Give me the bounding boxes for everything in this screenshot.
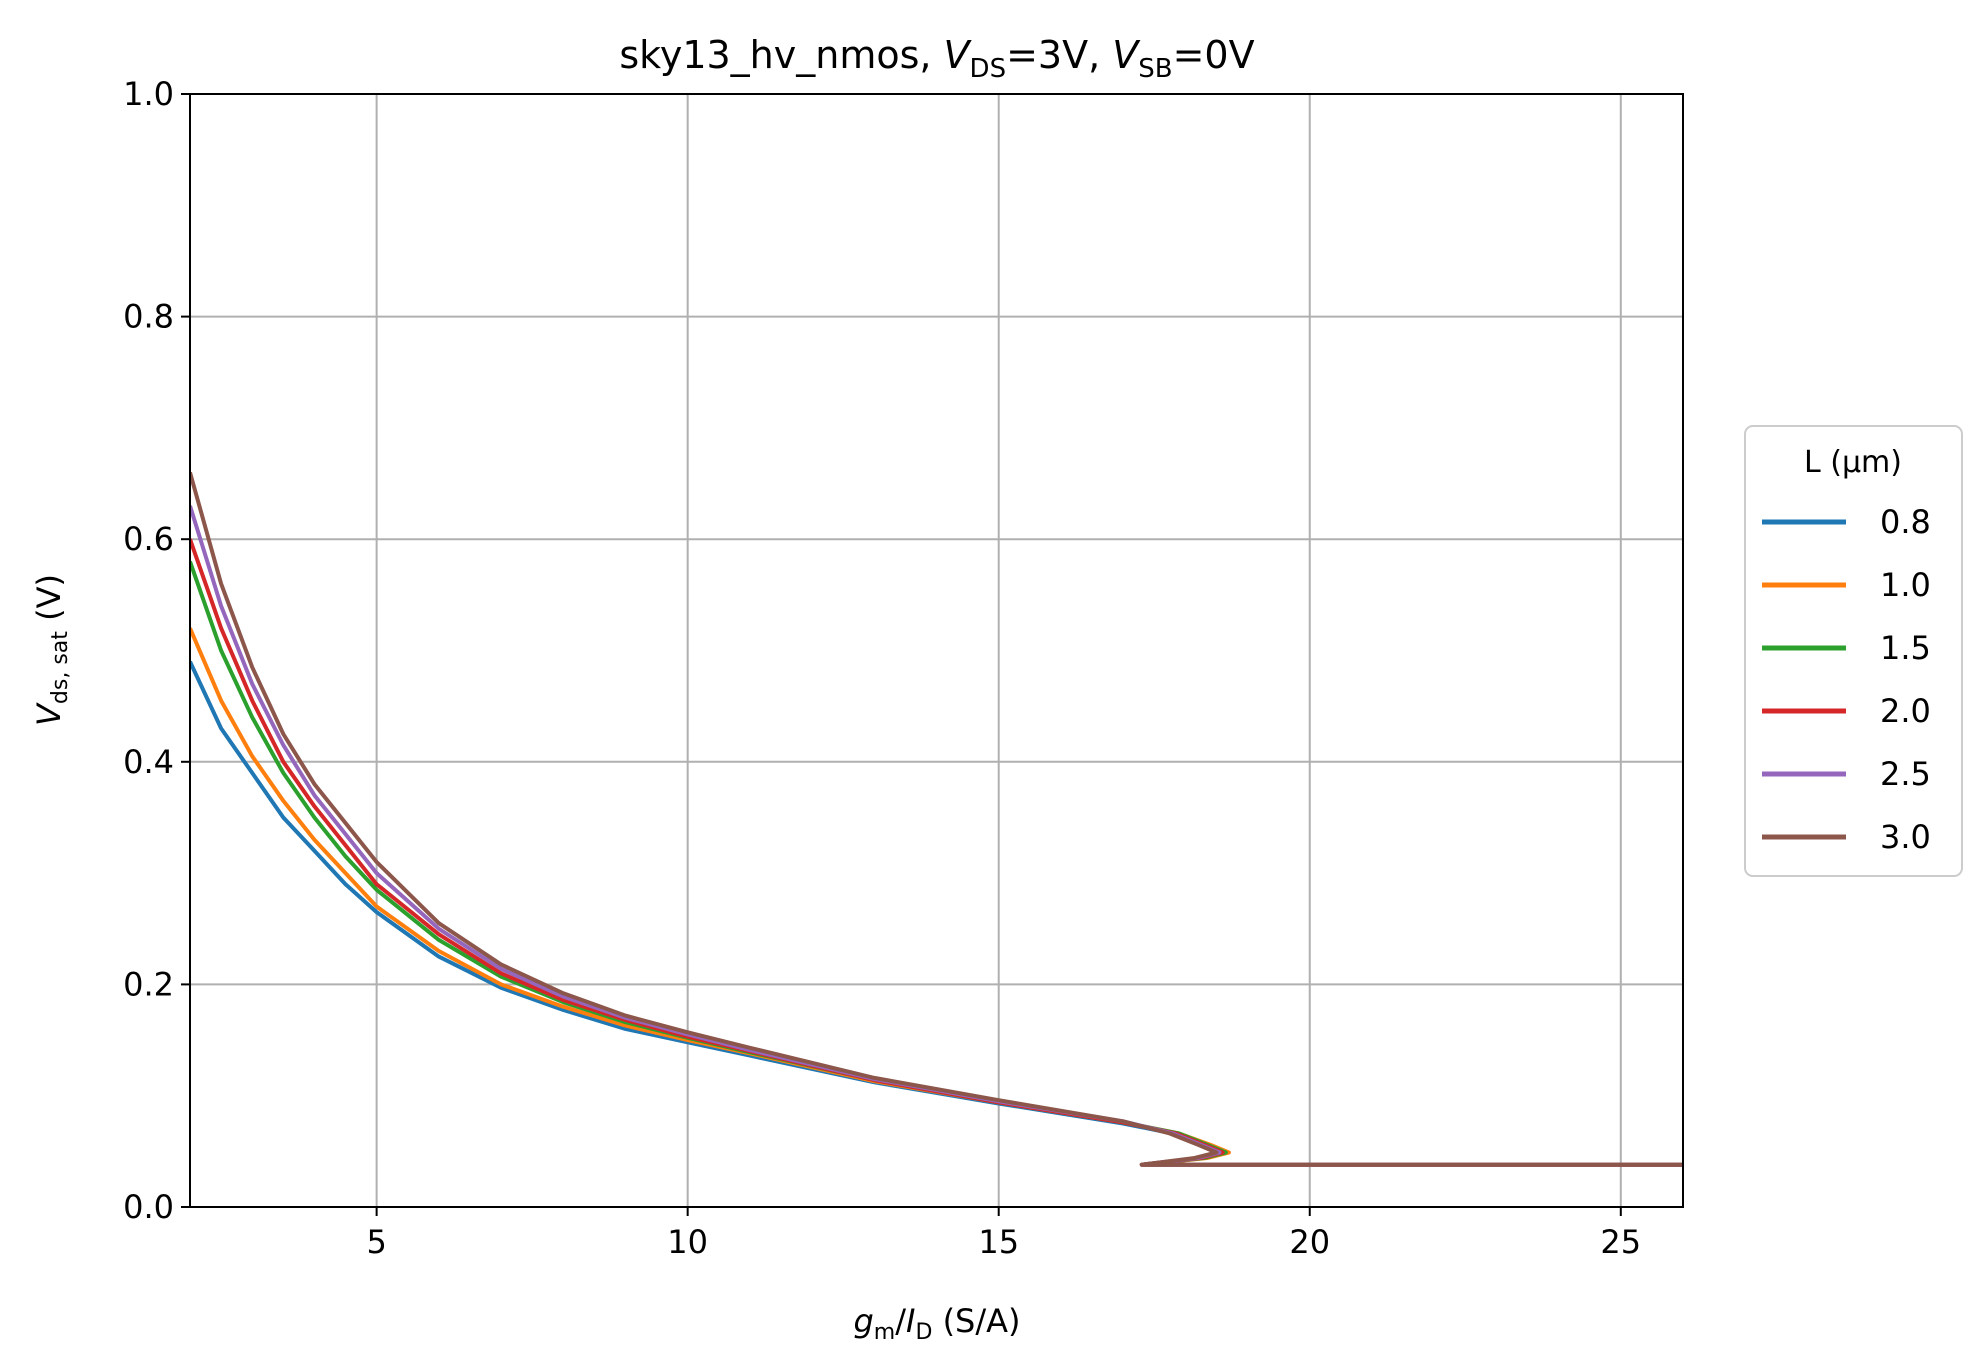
legend-label-2.0: 2.0 [1880,692,1931,730]
legend-label-0.8: 0.8 [1880,503,1931,541]
y-axis-ticks: 0.0 0.2 0.4 0.6 0.8 1.0 [123,75,190,1226]
x-tick-label: 5 [366,1223,386,1261]
legend-label-3.0: 3.0 [1880,818,1931,856]
series-line-3.0 [190,471,1683,1167]
legend-title: L (µm) [1804,445,1902,480]
chart-title: sky13_hv_nmos, VDS=3V, VSB=0V [619,33,1254,84]
series-layer [190,471,1683,1167]
x-axis-label: gm/ID (S/A) [853,1302,1020,1345]
y-tick-label: 0.8 [123,298,174,336]
x-tick-label: 20 [1289,1223,1330,1261]
series-line-1.5 [190,560,1683,1167]
y-tick-label: 0.0 [123,1188,174,1226]
y-tick-label: 0.6 [123,520,174,558]
series-line-2.5 [190,505,1683,1167]
x-tick-label: 25 [1600,1223,1641,1261]
series-line-2.0 [190,538,1683,1167]
legend-label-2.5: 2.5 [1880,755,1931,793]
plot-frame [189,93,1684,1208]
legend-label-1.0: 1.0 [1880,566,1931,604]
legend-box [1744,425,1963,877]
y-tick-label: 0.4 [123,743,174,781]
legend-label-1.5: 1.5 [1880,629,1931,667]
x-tick-label: 10 [667,1223,708,1261]
y-tick-label: 0.2 [123,965,174,1003]
y-axis-label: Vds, sat (V) [30,574,73,726]
grid-lines [190,93,1683,1208]
legend: L (µm) 0.8 1.0 1.5 2.0 2.5 3.0 [1744,425,1963,877]
x-tick-label: 15 [978,1223,1019,1261]
legend-items: 0.8 1.0 1.5 2.0 2.5 3.0 [1762,503,1931,856]
x-axis-ticks: 5 10 15 20 25 [366,1207,1641,1261]
y-tick-label: 1.0 [123,75,174,113]
